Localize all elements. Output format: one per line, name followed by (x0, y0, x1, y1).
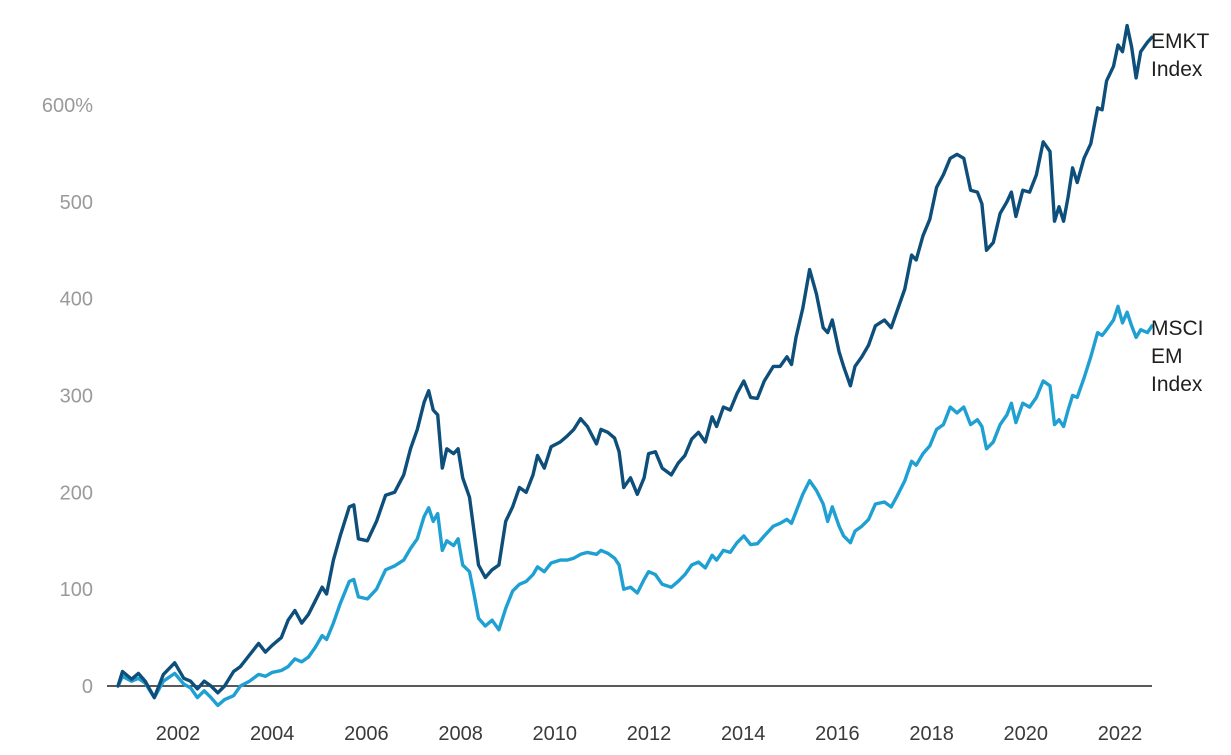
series-label-line: MSCI (1151, 317, 1204, 340)
x-tick-label: 2020 (1004, 723, 1049, 745)
series-labels: EMKT Index MSCI EM Index (1151, 30, 1210, 396)
series-lines (116, 23, 1154, 708)
y-tick-label: 400 (60, 289, 93, 311)
y-tick-label: 300 (60, 386, 93, 408)
x-tick-label: 2010 (533, 723, 578, 745)
x-tick-label: 2006 (344, 723, 389, 745)
x-axis-ticks: 2002 2004 2006 2008 2010 2012 2014 2016 2018 2020… (156, 723, 1143, 745)
x-tick-label: 2002 (156, 723, 201, 745)
series-label-line: Index (1151, 373, 1203, 396)
series-label-line: Index (1151, 58, 1203, 81)
y-axis-ticks: 600% 500 400 300 200 100 0 (42, 95, 93, 698)
y-tick-label: 600% (42, 95, 93, 117)
y-tick-label: 100 (60, 579, 93, 601)
y-tick-label: 0 (82, 676, 93, 698)
x-tick-label: 2018 (909, 723, 954, 745)
series-line-emkt (116, 23, 1154, 700)
y-tick-label: 500 (60, 192, 93, 214)
series-label-emkt: EMKT Index (1151, 30, 1210, 81)
x-tick-label: 2012 (627, 723, 672, 745)
series-label-line: EM (1151, 345, 1183, 368)
x-tick-label: 2022 (1098, 723, 1143, 745)
series-line-msci (116, 304, 1154, 708)
x-tick-label: 2016 (815, 723, 860, 745)
x-tick-label: 2004 (250, 723, 295, 745)
y-tick-label: 200 (60, 482, 93, 504)
x-tick-label: 2014 (721, 723, 766, 745)
x-tick-label: 2008 (438, 723, 483, 745)
series-label-msci: MSCI EM Index (1151, 317, 1204, 396)
series-label-line: EMKT (1151, 30, 1210, 53)
